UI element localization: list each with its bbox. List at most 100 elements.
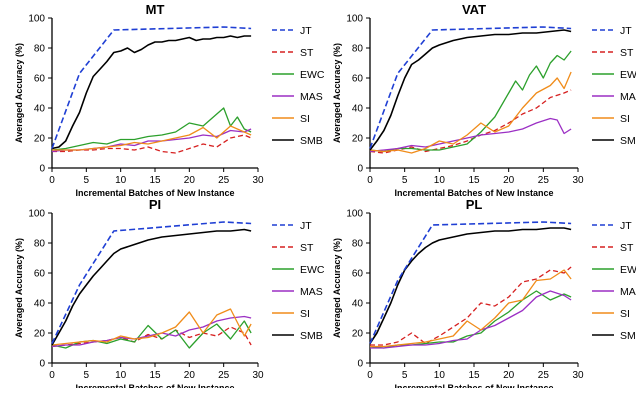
y-axis-label: Averaged Accuracy (%) (332, 238, 342, 338)
x-tick-label: 0 (49, 175, 55, 186)
series-line-si (370, 269, 572, 348)
legend-label-mas: MAS (300, 91, 323, 103)
y-tick-label: 100 (28, 209, 45, 220)
x-tick-label: 15 (468, 175, 480, 186)
x-tick-label: 10 (115, 175, 127, 186)
y-tick-label: 40 (352, 299, 364, 310)
x-tick-label: 15 (149, 175, 161, 186)
series-line-mas (369, 117, 572, 153)
legend-label-ewc: EWC (300, 264, 325, 276)
x-axis-label: Incremental Batches of New Instance (394, 383, 553, 388)
y-tick-label: 60 (34, 269, 46, 280)
x-tick-label: 25 (218, 370, 230, 381)
chart-title: PI (149, 197, 161, 212)
series-line-st (370, 266, 572, 346)
series-line-si (52, 125, 252, 151)
series-line-ewc (51, 107, 252, 151)
y-tick-label: 100 (28, 14, 45, 25)
chart-panel-pi: 0 20 40 60 80 100 0 5 10 15 20 25 30 PI Incremental Ba… (14, 197, 325, 393)
chart-panel-vat: 0 20 40 60 80 100 0 5 10 15 20 25 30 VAT Incremental B… (332, 2, 636, 198)
y-tick-label: 0 (39, 359, 45, 370)
legend-label-jt: JT (620, 25, 632, 37)
series-line-mas (51, 315, 252, 348)
x-tick-label: 10 (434, 175, 446, 186)
y-tick-label: 40 (34, 104, 46, 115)
legend-label-jt: JT (300, 25, 312, 37)
chart-title: PL (466, 197, 483, 212)
x-tick-label: 25 (538, 370, 550, 381)
chart-title: VAT (462, 2, 486, 17)
x-axis-label: Incremental Batches of New Instance (394, 188, 553, 198)
chart-panel-mt: 0 20 40 60 80 100 0 5 10 15 20 25 30 MT Incremental Ba… (14, 2, 325, 198)
legend-label-mas: MAS (300, 286, 323, 298)
y-tick-label: 60 (352, 74, 364, 85)
y-tick-label: 100 (346, 14, 363, 25)
y-axis-label: Averaged Accuracy (%) (14, 238, 24, 338)
series-line-st (52, 134, 252, 154)
x-tick-label: 5 (402, 175, 408, 186)
y-tick-label: 80 (352, 239, 364, 250)
x-tick-label: 20 (184, 175, 196, 186)
series-line-st (51, 326, 252, 348)
y-tick-label: 60 (352, 269, 364, 280)
y-tick-label: 60 (34, 74, 46, 85)
x-tick-label: 5 (84, 370, 90, 381)
y-tick-label: 40 (352, 104, 364, 115)
x-axis-label: Incremental Batches of New Instance (75, 383, 234, 388)
legend-label-jt: JT (300, 220, 312, 232)
series-line-jt (369, 221, 572, 344)
series-line-si (51, 308, 252, 346)
x-tick-label: 30 (572, 175, 584, 186)
y-tick-label: 20 (352, 329, 364, 340)
series-line-smb (51, 228, 252, 346)
y-tick-label: 20 (34, 329, 46, 340)
legend-label-ewc: EWC (620, 69, 636, 81)
y-tick-label: 20 (352, 134, 364, 145)
x-tick-label: 30 (252, 370, 264, 381)
legend-label-st: ST (300, 47, 314, 59)
y-tick-label: 80 (34, 44, 46, 55)
x-tick-label: 30 (572, 370, 584, 381)
legend-label-st: ST (620, 242, 634, 254)
x-tick-label: 25 (218, 175, 230, 186)
y-tick-label: 20 (34, 134, 46, 145)
y-tick-label: 0 (357, 164, 363, 175)
y-axis-label: Averaged Accuracy (%) (14, 43, 24, 143)
y-axis-label: Averaged Accuracy (%) (332, 43, 342, 143)
x-tick-label: 10 (434, 370, 446, 381)
series-line-smb (51, 35, 252, 150)
y-tick-label: 40 (34, 299, 46, 310)
legend-label-si: SI (300, 308, 310, 320)
legend-label-si: SI (620, 113, 630, 125)
legend-label-st: ST (300, 242, 314, 254)
y-tick-label: 80 (352, 44, 364, 55)
chart-panel-pl: 0 20 40 60 80 100 0 5 10 15 20 25 30 PL Incremental Ba… (332, 197, 636, 393)
x-tick-label: 20 (503, 175, 515, 186)
series-line-smb (369, 29, 572, 151)
series-line-ewc (369, 50, 572, 153)
legend-label-mas: MAS (620, 286, 636, 298)
legend-label-smb: SMB (300, 330, 323, 342)
y-tick-label: 0 (357, 359, 363, 370)
legend-label-smb: SMB (300, 135, 323, 147)
x-tick-label: 0 (367, 175, 373, 186)
legend-label-smb: SMB (620, 135, 636, 147)
x-tick-label: 20 (503, 370, 515, 381)
series-line-smb (369, 227, 572, 344)
legend-label-si: SI (620, 308, 630, 320)
x-tick-label: 5 (84, 175, 90, 186)
chart-title: MT (146, 2, 165, 17)
legend-label-st: ST (620, 47, 634, 59)
series-line-jt (51, 221, 252, 344)
y-tick-label: 100 (346, 209, 363, 220)
series-line-mas (370, 290, 572, 349)
legend-label-ewc: EWC (620, 264, 636, 276)
x-tick-label: 15 (468, 370, 480, 381)
series-line-jt (369, 26, 572, 149)
x-tick-label: 30 (252, 175, 264, 186)
series-line-jt (51, 26, 252, 149)
y-tick-label: 0 (39, 164, 45, 175)
x-tick-label: 0 (367, 370, 373, 381)
